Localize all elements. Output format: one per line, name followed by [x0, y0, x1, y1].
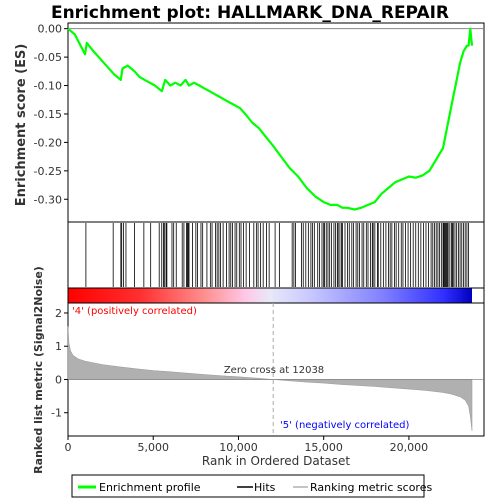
- metric-y-axis-label: Ranked list metric (Signal2Noise): [32, 266, 45, 474]
- x-axis-label: Rank in Ordered Dataset: [202, 454, 350, 468]
- metric-y-tick-label: 0: [55, 373, 62, 386]
- metric-y-tick-label: 1: [55, 340, 62, 353]
- hits-panel-frame: [67, 221, 485, 289]
- es-y-axis: 0.00 -0.05 -0.10 -0.15 -0.20 -0.25 -0.30: [34, 23, 68, 206]
- metric-y-tick-label: -1: [51, 407, 62, 420]
- zero-cross-label: Zero cross at 12038: [224, 365, 324, 376]
- ranking-metric-area: [67, 303, 484, 436]
- es-y-tick-label: -0.10: [34, 80, 62, 93]
- ranking-metric-fill: [67, 326, 473, 432]
- positive-correlation-label: '4' (positively correlated): [72, 306, 197, 317]
- legend-enrichment-label: Enrichment profile: [99, 481, 201, 494]
- es-y-tick-label: -0.30: [34, 193, 62, 206]
- hits-marks: [85, 223, 469, 287]
- x-tick-label: 15,000: [304, 441, 343, 454]
- enrichment-profile-line: [67, 27, 474, 211]
- es-panel-frame: [67, 22, 485, 223]
- legend-box: [71, 474, 425, 498]
- es-y-axis-label: Enrichment score (ES): [14, 44, 29, 207]
- es-y-tick-label: -0.20: [34, 136, 62, 149]
- es-y-tick-label: -0.05: [34, 51, 62, 64]
- es-y-tick-label: -0.25: [34, 165, 62, 178]
- legend-metric-label: Ranking metric scores: [310, 481, 432, 494]
- metric-y-tick-label: 2: [55, 307, 62, 320]
- metric-y-axis: 2 1 0 -1: [51, 307, 68, 420]
- es-y-tick-label: -0.15: [34, 108, 62, 121]
- x-tick-label: 0: [65, 441, 72, 454]
- es-plot-area: [67, 27, 484, 211]
- metric-x-axis: 0 5,000 10,000 15,000 20,000: [65, 436, 429, 454]
- legend-hits-label: Hits: [254, 481, 276, 494]
- negative-correlation-label: '5' (negatively correlated): [280, 420, 409, 431]
- x-tick-label: 10,000: [219, 441, 258, 454]
- chart-title: Enrichment plot: HALLMARK_DNA_REPAIR: [51, 3, 449, 23]
- ranking-heatmap-bar: [68, 288, 472, 303]
- x-tick-label: 5,000: [137, 441, 169, 454]
- x-tick-label: 20,000: [390, 441, 429, 454]
- es-y-tick-label: 0.00: [38, 23, 63, 36]
